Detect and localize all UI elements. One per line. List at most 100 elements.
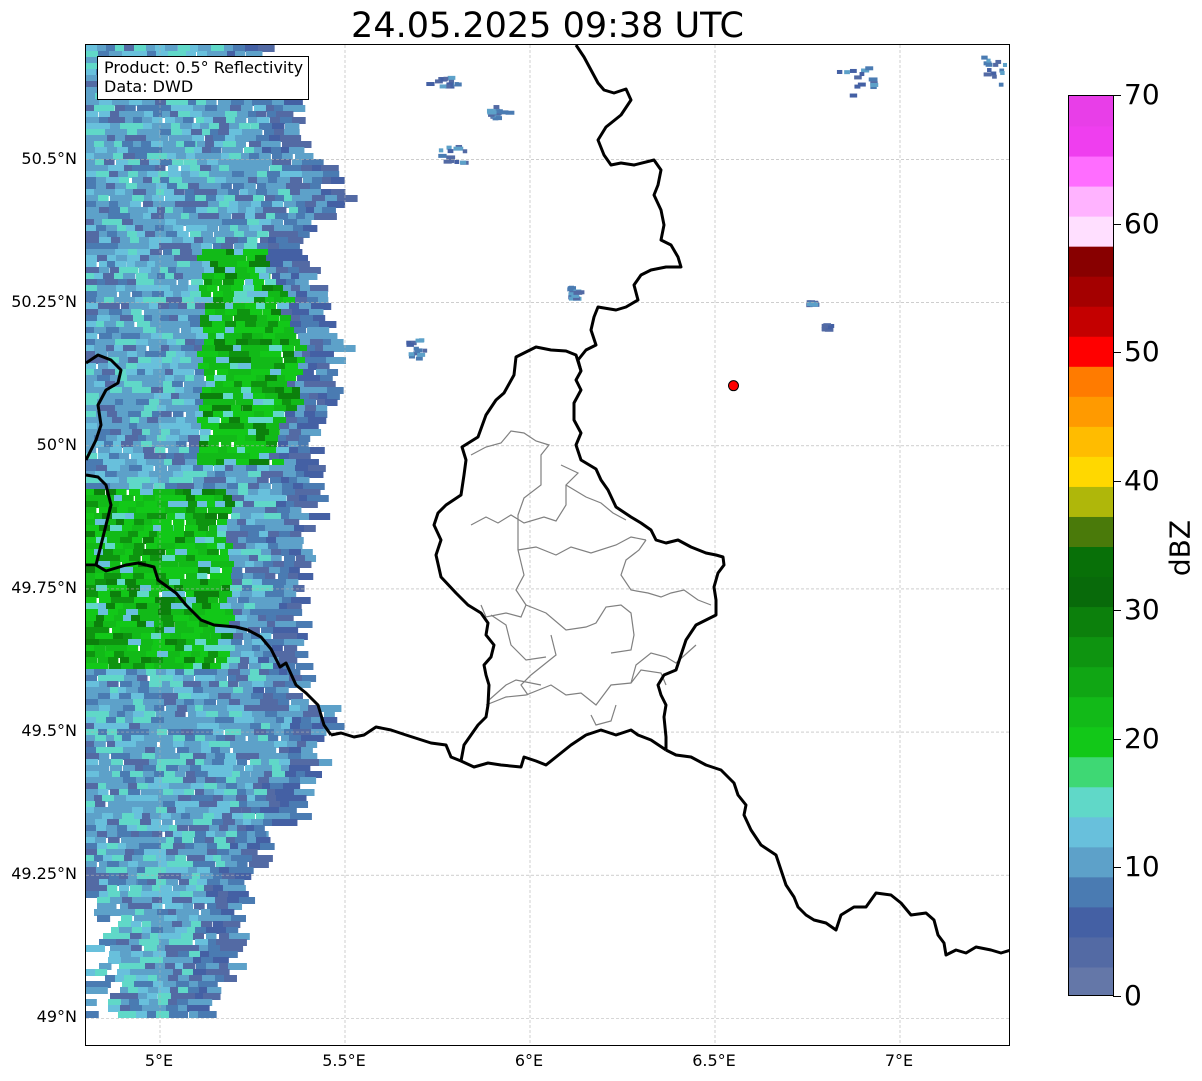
echo-cell [158,417,177,424]
echo-cell [151,141,167,148]
echo-cell [168,465,186,472]
echo-cell [165,711,178,718]
echo-cell [209,363,231,370]
echo-cell [246,207,263,214]
echo-cell [207,879,229,886]
echo-cell [94,489,106,496]
echo-cell [188,987,204,994]
echo-cell [161,345,176,352]
echo-cell [239,897,256,904]
echo-cell [198,525,209,532]
echo-cell [218,891,234,898]
colorbar-segment [1069,786,1113,818]
echo-cell [180,891,199,898]
echo-cell [127,261,140,268]
echo-cell [251,387,270,394]
echo-cell [217,843,235,850]
echo-cell [86,333,98,340]
echo-cell [233,303,246,310]
echo-cell [144,501,159,508]
echo-cell [289,303,308,310]
echo-cell [147,825,168,832]
echo-cell [114,615,125,622]
echo-cell [219,867,231,874]
echo-cell [165,945,187,952]
echo-cell [164,717,180,724]
colorbar-tick [1113,481,1121,483]
echo-cell [169,477,185,484]
echo-cell [124,675,142,682]
echo-cell [117,825,136,832]
echo-cell [107,135,121,142]
echo-cell [137,135,152,142]
echo-cell [179,501,192,508]
echo-cell [99,261,110,268]
echo-cell [196,267,208,274]
echo-cell [107,465,128,472]
echo-cell [194,669,209,676]
echo-cell [150,675,168,682]
echo-cell [230,807,242,814]
echo-cell [306,501,318,508]
echo-cell [147,993,158,1000]
echo-cell [162,645,184,652]
echo-cell [97,849,113,856]
echo-cell [106,45,122,52]
echo-cell [120,555,135,562]
colorbar-tick-label: 10 [1124,850,1160,884]
echo-cell [144,909,161,916]
echo-cell [309,393,326,400]
echo-cell [249,597,266,604]
echo-cell [193,477,212,484]
echo-cell [240,591,254,598]
echo-cell [158,567,179,574]
echo-cell [239,681,256,688]
echo-cell [310,339,325,346]
echo-cell [272,357,283,364]
echo-cell [214,969,230,976]
echo-cell [140,255,154,262]
district-boundary [520,634,557,696]
echo-cell [308,189,329,196]
echo-cell [168,651,185,658]
echo-cell [174,903,186,910]
echo-cell [260,801,276,808]
echo-cell [291,393,305,400]
echo-cell [282,483,303,490]
echo-cell [143,495,157,502]
echo-cell [120,237,133,244]
echo-cell [175,657,190,664]
echo-cell [256,813,271,820]
echo-cell [248,339,267,346]
echo-cell [136,285,157,292]
echo-cell [170,363,185,370]
echo-cell [861,68,870,73]
echo-cell [168,729,182,736]
echo-cell [206,933,217,940]
echo-cell [225,237,246,244]
echo-cell [183,117,194,124]
echo-cell [322,207,336,214]
echo-cell [119,789,134,796]
echo-cell [120,123,132,130]
echo-cell [226,927,239,934]
echo-cell [289,567,300,574]
echo-cell [196,777,208,784]
district-boundary [480,549,527,618]
echo-cell [127,255,144,262]
echo-cell [268,531,280,538]
echo-cell [140,159,154,166]
echo-cell [86,573,102,580]
echo-cell [225,345,238,352]
echo-cell [109,873,126,880]
echo-cell [176,441,187,448]
echo-cell [225,471,246,478]
echo-cell [186,639,200,646]
echo-cell [206,969,217,976]
echo-cell [139,939,155,946]
echo-cell [192,249,205,256]
echo-cell [242,129,258,136]
radar-map[interactable] [85,44,1010,1046]
echo-cell [86,285,98,292]
colorbar-segment [1069,906,1113,938]
